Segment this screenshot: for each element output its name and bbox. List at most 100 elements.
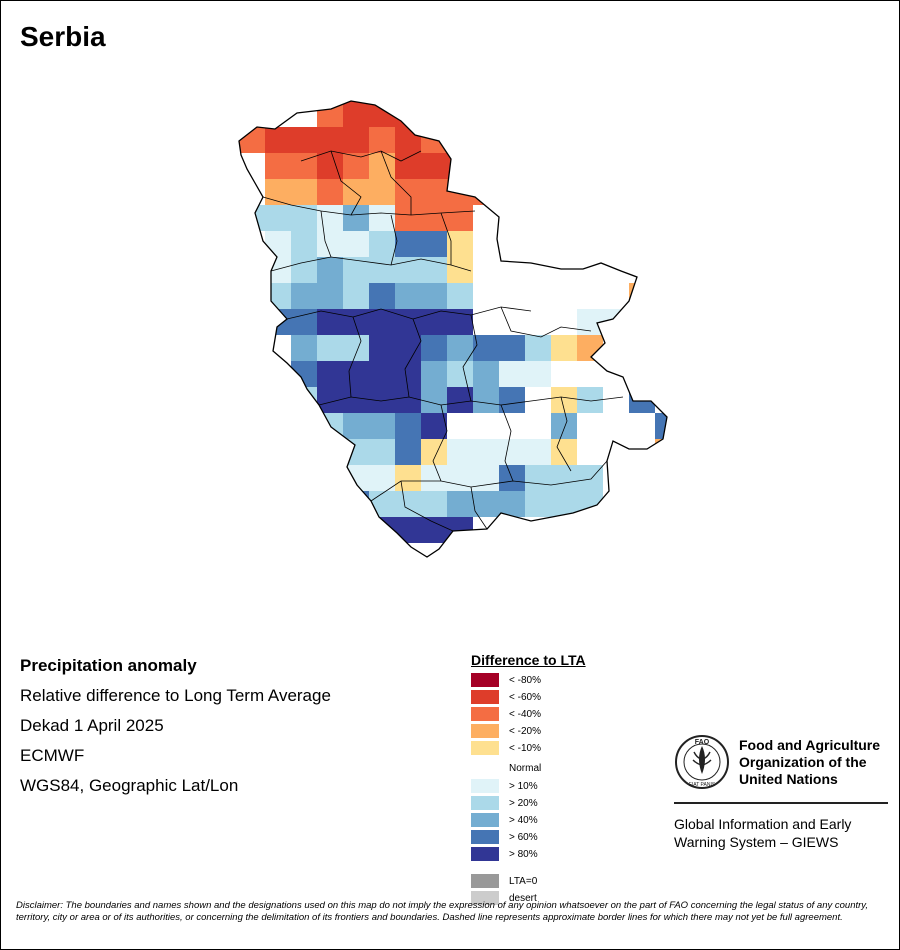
grid-cell bbox=[525, 231, 551, 257]
grid-cell bbox=[525, 283, 551, 309]
grid-cell bbox=[369, 205, 395, 231]
grid-cell bbox=[265, 283, 291, 309]
grid-cell bbox=[395, 257, 421, 283]
grid-cell bbox=[421, 465, 447, 491]
grid-cell bbox=[369, 361, 395, 387]
grid-cell bbox=[629, 361, 655, 387]
grid-cell bbox=[577, 153, 603, 179]
legend-swatch bbox=[471, 847, 499, 861]
grid-cell bbox=[265, 413, 291, 439]
legend-swatch bbox=[471, 874, 499, 888]
grid-cell bbox=[551, 127, 577, 153]
legend-label: > 40% bbox=[509, 814, 538, 826]
grid-cell bbox=[629, 465, 655, 491]
grid-cell bbox=[239, 205, 265, 231]
grid-cell bbox=[421, 101, 447, 127]
grid-cell bbox=[551, 335, 577, 361]
grid-cell bbox=[655, 491, 667, 517]
grid-cell bbox=[395, 309, 421, 335]
grid-cell bbox=[447, 465, 473, 491]
grid-cell bbox=[603, 413, 629, 439]
legend-label: desert bbox=[509, 892, 537, 904]
grid-cell bbox=[525, 361, 551, 387]
grid-cell bbox=[265, 127, 291, 153]
grid-cell bbox=[265, 179, 291, 205]
grid-cell bbox=[369, 231, 395, 257]
grid-cell bbox=[499, 153, 525, 179]
grid-cell bbox=[447, 309, 473, 335]
grid-cell bbox=[551, 517, 577, 543]
grid-cell bbox=[343, 205, 369, 231]
grid-cell bbox=[421, 361, 447, 387]
grid-cell bbox=[499, 517, 525, 543]
grid-cell bbox=[395, 127, 421, 153]
grid-cell bbox=[655, 101, 667, 127]
map-title: Serbia bbox=[20, 21, 106, 52]
legend-swatch bbox=[471, 761, 499, 775]
legend-swatch bbox=[471, 707, 499, 721]
grid-cell bbox=[421, 413, 447, 439]
grid-cell bbox=[629, 309, 655, 335]
grid-cell bbox=[603, 491, 629, 517]
grid-cell bbox=[343, 101, 369, 127]
grid-cell bbox=[473, 309, 499, 335]
legend-item: < -40% bbox=[471, 707, 541, 721]
grid-cell bbox=[577, 517, 603, 543]
legend-item: < -10% bbox=[471, 741, 541, 755]
grid-cell bbox=[473, 439, 499, 465]
grid-cell bbox=[473, 543, 499, 557]
grid-cell bbox=[395, 101, 421, 127]
grid-cell bbox=[603, 101, 629, 127]
grid-cell bbox=[369, 179, 395, 205]
grid-cell bbox=[551, 153, 577, 179]
grid-cell bbox=[239, 517, 265, 543]
grid-cell bbox=[473, 283, 499, 309]
fao-logo-icon: FAO FIAT PANIS bbox=[675, 735, 729, 789]
grid-cell bbox=[291, 387, 317, 413]
legend-swatch bbox=[471, 830, 499, 844]
grid-cell bbox=[369, 153, 395, 179]
grid-cell bbox=[239, 101, 265, 127]
legend-item: > 40% bbox=[471, 813, 538, 827]
grid-cell bbox=[525, 543, 551, 557]
legend-label: Normal bbox=[509, 762, 542, 774]
grid-cell bbox=[473, 465, 499, 491]
grid-cell bbox=[369, 283, 395, 309]
grid-cell bbox=[369, 543, 395, 557]
grid-cell bbox=[473, 231, 499, 257]
grid-cell bbox=[343, 283, 369, 309]
grid-cell bbox=[655, 179, 667, 205]
grid-cell bbox=[239, 439, 265, 465]
legend-title: Difference to LTA bbox=[471, 652, 586, 668]
grid-cell bbox=[551, 439, 577, 465]
grid-cell bbox=[603, 127, 629, 153]
disclaimer: Disclaimer: The boundaries and names sho… bbox=[16, 900, 868, 924]
grid-cell bbox=[291, 465, 317, 491]
grid-cell bbox=[291, 231, 317, 257]
grid-cell bbox=[447, 101, 473, 127]
grid-cell bbox=[395, 205, 421, 231]
grid-cell bbox=[525, 153, 551, 179]
grid-cell bbox=[343, 153, 369, 179]
grid-cell bbox=[551, 465, 577, 491]
legend-item: > 20% bbox=[471, 796, 538, 810]
legend-swatch bbox=[471, 741, 499, 755]
grid-cell bbox=[291, 257, 317, 283]
grid-cell bbox=[603, 517, 629, 543]
grid-cell bbox=[629, 335, 655, 361]
grid-cell bbox=[629, 439, 655, 465]
info-line-2: Dekad 1 April 2025 bbox=[20, 716, 164, 735]
info-line-3: ECMWF bbox=[20, 746, 85, 765]
grid-cell bbox=[655, 335, 667, 361]
grid-cell bbox=[317, 309, 343, 335]
grid-cell bbox=[395, 231, 421, 257]
grid-cell bbox=[395, 543, 421, 557]
grid-cell bbox=[473, 491, 499, 517]
grid-cell bbox=[629, 205, 655, 231]
grid-cell bbox=[265, 387, 291, 413]
grid-cell bbox=[473, 101, 499, 127]
grid-cell bbox=[577, 231, 603, 257]
legend-label: < -40% bbox=[509, 708, 541, 720]
grid-cell bbox=[603, 179, 629, 205]
grid-cell bbox=[317, 257, 343, 283]
